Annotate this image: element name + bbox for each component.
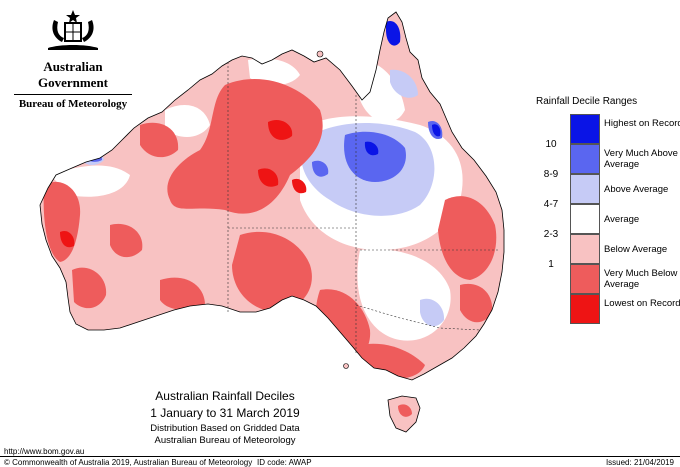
coat-of-arms-icon bbox=[48, 10, 98, 50]
region-very-much-below-nsw-coast bbox=[438, 196, 497, 280]
copyright-notice: © Commonwealth of Australia 2019, Austra… bbox=[4, 458, 253, 467]
legend-range: 4-7 bbox=[543, 199, 559, 210]
legend-label-highest: Highest on Record bbox=[604, 118, 680, 129]
map-subtitle-distribution: Distribution Based on Gridded Data bbox=[150, 423, 300, 434]
legend-range: 2-3 bbox=[543, 229, 559, 240]
legend-swatch-below bbox=[570, 234, 600, 264]
legend-row-very-much-below: 1 Very Much Below Average bbox=[536, 259, 677, 294]
legend-swatch-above bbox=[570, 174, 600, 204]
legend-range: 10 bbox=[545, 139, 557, 150]
region-very-much-below-wa-south bbox=[72, 267, 107, 309]
region-lowest-wa bbox=[60, 230, 75, 248]
legend-swatch-highest bbox=[570, 114, 600, 144]
legend-label-lowest: Lowest on Record bbox=[604, 298, 680, 309]
region-lowest-nt-central bbox=[258, 168, 279, 187]
region-very-much-below-nullarbor bbox=[160, 277, 205, 310]
region-highest-qld bbox=[364, 141, 379, 156]
region-very-much-below-sa-north bbox=[232, 231, 312, 312]
region-very-much-above-qld bbox=[344, 131, 406, 182]
legend-row-above: 8-9 Above Average bbox=[536, 169, 676, 204]
region-lowest-nt-north bbox=[268, 119, 293, 140]
legend-row-lowest: Lowest on Record bbox=[536, 294, 680, 324]
legend-row-below: 2-3 Below Average bbox=[536, 229, 676, 264]
island-kangaroo bbox=[343, 363, 349, 369]
footer-divider bbox=[0, 456, 680, 457]
region-average-topend bbox=[248, 58, 300, 86]
legend-label-above: Above Average bbox=[604, 184, 669, 195]
bom-url-link[interactable]: http://www.bom.gov.au bbox=[4, 447, 85, 456]
region-very-much-below-nsw-south bbox=[460, 283, 493, 323]
legend-swatch-very-much-above bbox=[570, 144, 600, 174]
region-very-much-below-wa-central bbox=[110, 223, 143, 258]
legend-swatch-lowest bbox=[570, 294, 600, 324]
legend-label-very-much-below: Very Much Below Average bbox=[604, 268, 678, 290]
region-very-much-below-tas bbox=[398, 404, 412, 417]
region-above-average-wa bbox=[80, 148, 104, 166]
map-period: 1 January to 31 March 2019 bbox=[150, 406, 300, 420]
issued-date: Issued: 21/04/2019 bbox=[605, 458, 674, 467]
legend-row-average: 4-7 Average bbox=[536, 199, 676, 234]
decile-regions bbox=[43, 20, 497, 379]
map-subtitle-source: Australian Bureau of Meteorology bbox=[154, 435, 296, 446]
logo-divider bbox=[14, 94, 132, 95]
region-above-average-capeyork bbox=[390, 69, 418, 98]
legend-title: Rainfall Decile Ranges bbox=[536, 96, 638, 107]
legend-range: 8-9 bbox=[543, 169, 559, 180]
legend-swatch-very-much-below bbox=[570, 264, 600, 294]
region-very-much-below-kimberley bbox=[140, 122, 179, 158]
region-lowest-nt-east bbox=[292, 178, 307, 194]
legend-range: 1 bbox=[548, 259, 554, 270]
region-very-much-below-nt bbox=[167, 79, 323, 214]
government-label: Australian Government bbox=[37, 59, 109, 90]
legend-swatch-average bbox=[570, 204, 600, 234]
legend-row-highest: Highest on Record bbox=[536, 114, 680, 144]
region-average-kimberley bbox=[165, 105, 210, 137]
bureau-label: Bureau of Meteorology bbox=[18, 98, 128, 110]
bom-logo: Australian Government Bureau of Meteorol… bbox=[8, 8, 138, 110]
region-above-average-nsw bbox=[420, 298, 445, 327]
island-tiwi bbox=[316, 50, 324, 58]
state-borders bbox=[227, 62, 500, 355]
map-title: Australian Rainfall Deciles bbox=[155, 389, 295, 403]
region-highest-townsville bbox=[432, 124, 441, 137]
legend-label-below: Below Average bbox=[604, 244, 668, 255]
region-very-much-above-qld-west bbox=[312, 160, 329, 177]
id-code: ID code: AWAP bbox=[257, 458, 312, 467]
region-highest-capeyork bbox=[386, 20, 401, 46]
legend-row-very-much-above: 10 Very Much Above Average bbox=[536, 139, 678, 174]
legend-label-very-much-above: Very Much Above Average bbox=[604, 148, 678, 170]
legend-label-average: Average bbox=[604, 214, 640, 225]
